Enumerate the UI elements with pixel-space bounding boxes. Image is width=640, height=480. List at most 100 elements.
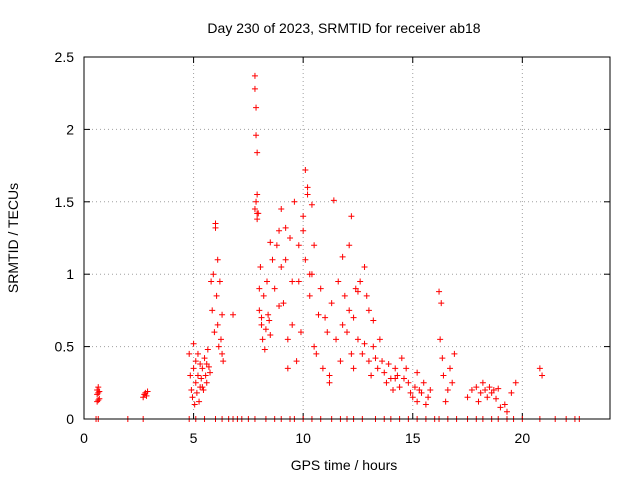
data-point bbox=[372, 355, 378, 361]
data-point bbox=[230, 312, 236, 318]
data-point bbox=[269, 257, 275, 263]
data-point bbox=[421, 380, 427, 386]
y-tick-label: 1 bbox=[66, 266, 74, 282]
data-point bbox=[280, 300, 286, 306]
data-point bbox=[359, 351, 365, 357]
chart-container: Day 230 of 2023, SRMTID for receiver ab1… bbox=[0, 0, 640, 480]
data-point bbox=[348, 213, 354, 219]
data-point bbox=[438, 300, 444, 306]
data-point bbox=[192, 402, 198, 408]
data-point bbox=[537, 365, 543, 371]
data-point bbox=[476, 399, 482, 405]
data-point bbox=[449, 380, 455, 386]
data-point bbox=[203, 373, 209, 379]
data-point bbox=[256, 307, 262, 313]
data-point bbox=[364, 293, 370, 299]
data-point bbox=[259, 322, 265, 328]
data-point bbox=[473, 384, 479, 390]
y-axis-label: SRMTID / TECUs bbox=[5, 183, 21, 293]
data-point bbox=[305, 184, 311, 190]
data-point bbox=[451, 351, 457, 357]
data-point bbox=[256, 286, 262, 292]
data-point bbox=[497, 404, 503, 410]
data-point bbox=[368, 373, 374, 379]
data-point bbox=[95, 384, 101, 390]
data-point bbox=[331, 197, 337, 203]
data-point bbox=[386, 361, 392, 367]
data-point bbox=[209, 307, 215, 313]
data-point bbox=[357, 278, 363, 284]
data-point bbox=[204, 380, 210, 386]
plot-frame bbox=[84, 57, 610, 419]
data-point bbox=[198, 375, 204, 381]
data-point bbox=[423, 402, 429, 408]
x-tick-label: 10 bbox=[295, 430, 311, 446]
data-point bbox=[311, 344, 317, 350]
data-point bbox=[469, 387, 475, 393]
data-point bbox=[346, 307, 352, 313]
data-point bbox=[95, 397, 101, 403]
y-tick-label: 0 bbox=[66, 411, 74, 427]
data-point bbox=[329, 300, 335, 306]
data-point bbox=[289, 322, 295, 328]
data-point bbox=[202, 355, 208, 361]
data-point bbox=[257, 264, 263, 270]
data-point bbox=[215, 257, 221, 263]
data-point bbox=[289, 278, 295, 284]
data-point bbox=[502, 402, 508, 408]
data-point bbox=[447, 365, 453, 371]
data-point bbox=[191, 341, 197, 347]
data-point bbox=[298, 329, 304, 335]
x-tick-label: 0 bbox=[80, 430, 88, 446]
data-point bbox=[311, 242, 317, 248]
data-point bbox=[307, 293, 313, 299]
data-point bbox=[340, 322, 346, 328]
data-point bbox=[267, 239, 273, 245]
data-point bbox=[260, 336, 266, 342]
data-point bbox=[316, 312, 322, 318]
data-point bbox=[346, 242, 352, 248]
data-point bbox=[366, 307, 372, 313]
data-point bbox=[445, 387, 451, 393]
data-point bbox=[217, 278, 223, 284]
data-point bbox=[207, 370, 213, 376]
data-point bbox=[213, 225, 219, 231]
data-point bbox=[211, 329, 217, 335]
data-point bbox=[392, 365, 398, 371]
data-point bbox=[362, 341, 368, 347]
data-point bbox=[427, 387, 433, 393]
data-point bbox=[405, 380, 411, 386]
data-point bbox=[340, 254, 346, 260]
data-point bbox=[401, 375, 407, 381]
data-point bbox=[220, 358, 226, 364]
data-point bbox=[274, 242, 280, 248]
data-point bbox=[480, 380, 486, 386]
grid bbox=[84, 57, 610, 419]
data-point bbox=[285, 365, 291, 371]
data-point bbox=[324, 329, 330, 335]
data-point bbox=[294, 358, 300, 364]
axes: 00.511.522.50 5 10 15 20 bbox=[55, 49, 610, 446]
data-point bbox=[482, 387, 488, 393]
data-point bbox=[403, 365, 409, 371]
data-point bbox=[486, 384, 492, 390]
data-point bbox=[508, 390, 514, 396]
data-point bbox=[252, 86, 258, 92]
data-point bbox=[278, 206, 284, 212]
data-point bbox=[283, 257, 289, 263]
data-point bbox=[267, 332, 273, 338]
data-point bbox=[262, 346, 268, 352]
data-point bbox=[370, 318, 376, 324]
data-point bbox=[504, 409, 510, 415]
data-point bbox=[278, 264, 284, 270]
y-tick-label: 0.5 bbox=[55, 339, 75, 355]
data-point bbox=[261, 293, 267, 299]
data-point bbox=[265, 312, 271, 318]
scatter-chart: Day 230 of 2023, SRMTID for receiver ab1… bbox=[0, 0, 640, 480]
data-point bbox=[399, 355, 405, 361]
data-point bbox=[194, 390, 200, 396]
data-point bbox=[383, 380, 389, 386]
data-point bbox=[348, 351, 354, 357]
data-point bbox=[276, 228, 282, 234]
data-point bbox=[397, 384, 403, 390]
